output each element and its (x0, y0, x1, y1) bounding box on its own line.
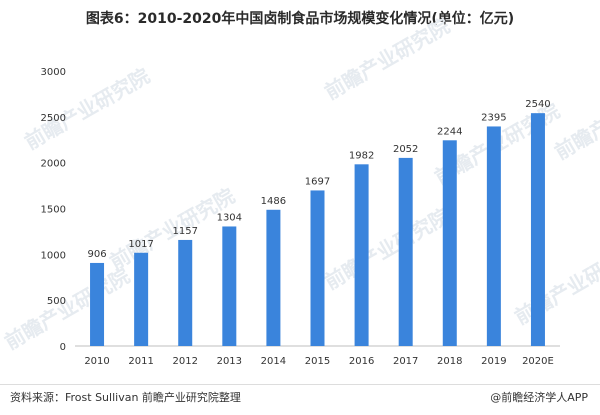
watermark-text: 前瞻产业研究院 (321, 14, 454, 105)
watermark-text: 前瞻产业研究院 (511, 239, 600, 330)
data-label: 2052 (393, 144, 418, 155)
y-tick-label: 2500 (41, 113, 66, 124)
source-note: 资料来源：Frost Sullivan 前瞻产业研究院整理 (10, 391, 241, 404)
data-label: 906 (87, 249, 106, 260)
data-label: 2540 (525, 99, 550, 110)
bar (266, 209, 281, 346)
bar (398, 157, 413, 346)
x-tick-label: 2018 (437, 356, 462, 367)
bar (222, 226, 237, 346)
data-label: 1157 (173, 226, 198, 237)
x-tick-label: 2019 (481, 356, 506, 367)
bar (310, 190, 325, 346)
x-tick-label: 2013 (217, 356, 242, 367)
bar (442, 140, 457, 346)
chart-title: 图表6：2010-2020年中国卤制食品市场规模变化情况(单位：亿元) (85, 11, 515, 27)
bar (90, 262, 105, 346)
credit-note: @前瞻经济学人APP (490, 391, 588, 404)
bar (178, 239, 193, 346)
bars (90, 113, 545, 347)
data-label: 2395 (481, 112, 506, 123)
x-tick-label: 2016 (349, 356, 374, 367)
data-label: 1017 (128, 239, 153, 250)
data-label: 1697 (305, 176, 330, 187)
x-tick-label: 2017 (393, 356, 418, 367)
bar (530, 113, 545, 347)
x-tick-label: 2011 (128, 356, 153, 367)
y-tick-label: 1500 (41, 205, 66, 216)
bar (486, 126, 501, 346)
y-tick-label: 500 (47, 296, 66, 307)
data-label: 1486 (261, 196, 286, 207)
y-tick-label: 3000 (41, 67, 66, 78)
data-label: 1982 (349, 150, 374, 161)
x-tick-label: 2020E (522, 356, 554, 367)
data-label: 1304 (217, 212, 242, 223)
watermark-text: 前瞻产业研究院 (1, 264, 134, 355)
bar (134, 252, 149, 346)
y-tick-label: 0 (60, 342, 66, 353)
x-tick-label: 2012 (173, 356, 198, 367)
bar-labels: 906 1017 1157 1304 1486 1697 1982 2052 2244 2395 2… (87, 99, 550, 260)
watermark-text: 前瞻产业研究院 (321, 204, 454, 295)
y-tick-label: 1000 (41, 250, 66, 261)
x-tick-label: 2015 (305, 356, 330, 367)
bar (354, 164, 369, 346)
y-tick-label: 2000 (41, 159, 66, 170)
x-tick-label: 2010 (84, 356, 109, 367)
y-axis: 0 500 1000 1500 2000 2500 3000 (41, 67, 66, 353)
data-label: 2244 (437, 126, 462, 137)
footer-divider (0, 384, 600, 385)
x-axis: 2010 2011 2012 2013 2014 2015 2016 2017 2018 2019… (75, 345, 560, 367)
x-tick-label: 2014 (261, 356, 286, 367)
